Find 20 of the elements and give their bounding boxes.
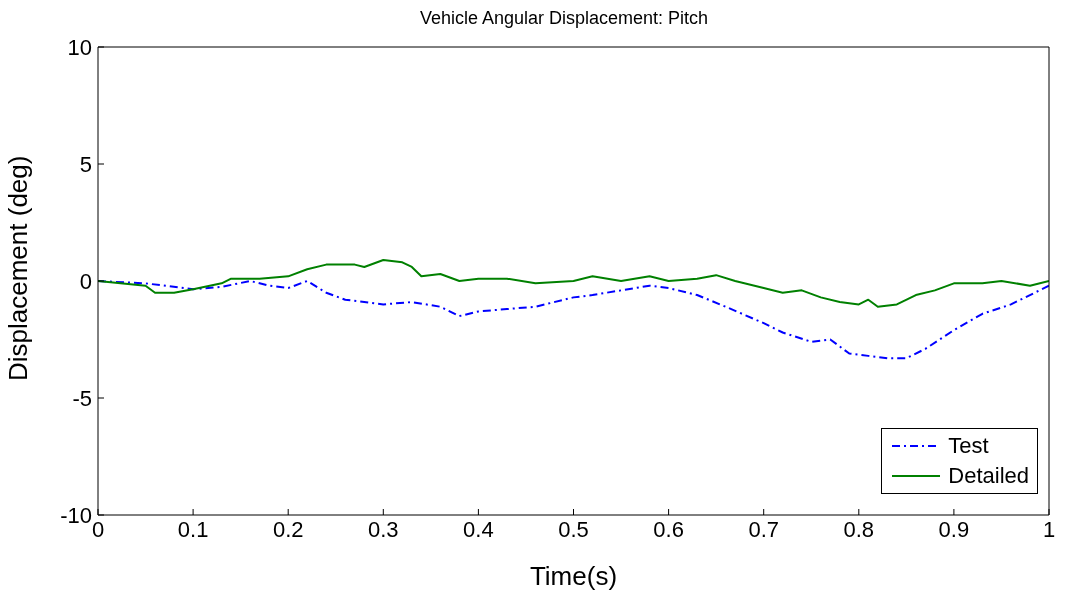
- x-tick-label: 0.1: [177, 516, 209, 542]
- y-tick-label: 5: [79, 151, 92, 177]
- x-axis-title: Time(s): [529, 561, 618, 591]
- legend-label: Test: [948, 433, 989, 459]
- y-tick-label: -5: [72, 385, 92, 411]
- y-tick-label: 10: [67, 34, 92, 60]
- chart-title: Vehicle Angular Displacement: Pitch: [418, 8, 710, 30]
- legend-label: Detailed: [948, 463, 1029, 489]
- x-tick-label: 0.6: [653, 516, 684, 542]
- y-tick-label: -10: [60, 502, 92, 528]
- y-tick-label: 0: [79, 268, 92, 294]
- x-tick-label: 0.7: [748, 516, 779, 542]
- x-tick-label: 0.8: [843, 516, 875, 542]
- x-tick-label: 1: [1042, 516, 1056, 542]
- x-tick-label: 0.5: [558, 516, 589, 542]
- x-tick-label: 0.9: [938, 516, 970, 542]
- y-axis-title: Displacement (deg): [3, 155, 34, 381]
- x-tick-label: 0.3: [368, 516, 399, 542]
- x-tick-label: 0.2: [272, 516, 304, 542]
- x-tick-label: 0.4: [463, 516, 494, 542]
